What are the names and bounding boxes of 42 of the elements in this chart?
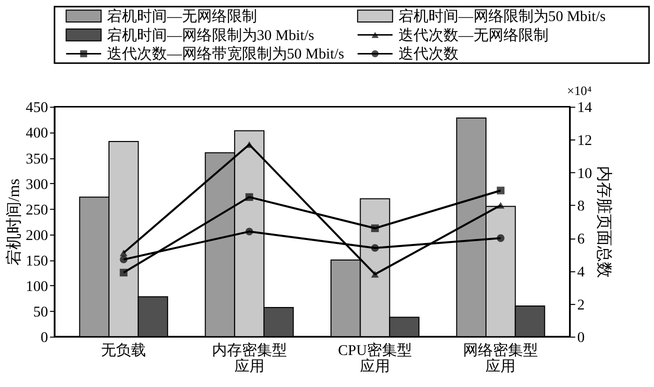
y-tick-label: 150: [26, 253, 48, 270]
y-tick-label: 0: [40, 330, 48, 346]
y-tick-label: 250: [26, 202, 48, 218]
point: [371, 270, 379, 278]
legend-label: 迭代次数—网络带宽限制为50 Mbit/s: [106, 46, 344, 63]
x-tick-label: 无负载: [101, 342, 146, 359]
y2-tick-label: 0: [577, 330, 585, 346]
y2-axis-title: 内存脏页面总数: [595, 166, 614, 278]
point: [371, 244, 379, 252]
y2-tick-label: 8: [577, 198, 585, 215]
point: [120, 256, 128, 264]
legend-label: 迭代次数: [398, 46, 458, 63]
legend-label: 宕机时间—无网络限制: [106, 8, 257, 26]
text: ×10⁴: [566, 84, 592, 98]
point: [371, 224, 379, 232]
y-tick-label: 50: [33, 304, 48, 321]
point: [245, 228, 254, 236]
y2-tick-label: 4: [577, 264, 586, 280]
y2-tick-label: 6: [577, 232, 585, 248]
y-tick-label: 100: [26, 279, 48, 296]
point: [245, 193, 254, 201]
y-tick-label: 350: [26, 151, 48, 168]
y-tick-label: 400: [26, 126, 48, 142]
point: [496, 234, 504, 242]
x-tick-label: 网络密集型应用: [463, 342, 538, 375]
y-tick-label: 300: [26, 176, 48, 193]
point: [120, 250, 128, 256]
legend-label: 宕机时间—网络限制为50 Mbit/s: [398, 8, 606, 26]
legend-label: 迭代次数—无网络限制: [398, 26, 548, 44]
x-tick-label: CPU密集型应用: [338, 342, 412, 375]
y-tick-label: 450: [26, 100, 48, 116]
y2-tick-label: 10: [577, 166, 592, 182]
y2-tick-label: 14: [577, 100, 593, 116]
y2-tick-label: 2: [577, 297, 585, 314]
point: [120, 268, 128, 276]
x-tick-label: 内存密集型应用: [212, 342, 287, 375]
point: [496, 202, 504, 209]
y2-tick-label: 12: [577, 133, 592, 150]
legend-label: 宕机时间—网络限制为30 Mbit/s: [106, 26, 314, 44]
y-axis-title: 宕机时间/ms: [4, 178, 23, 266]
y-tick-label: 200: [26, 228, 48, 244]
point: [496, 186, 504, 194]
